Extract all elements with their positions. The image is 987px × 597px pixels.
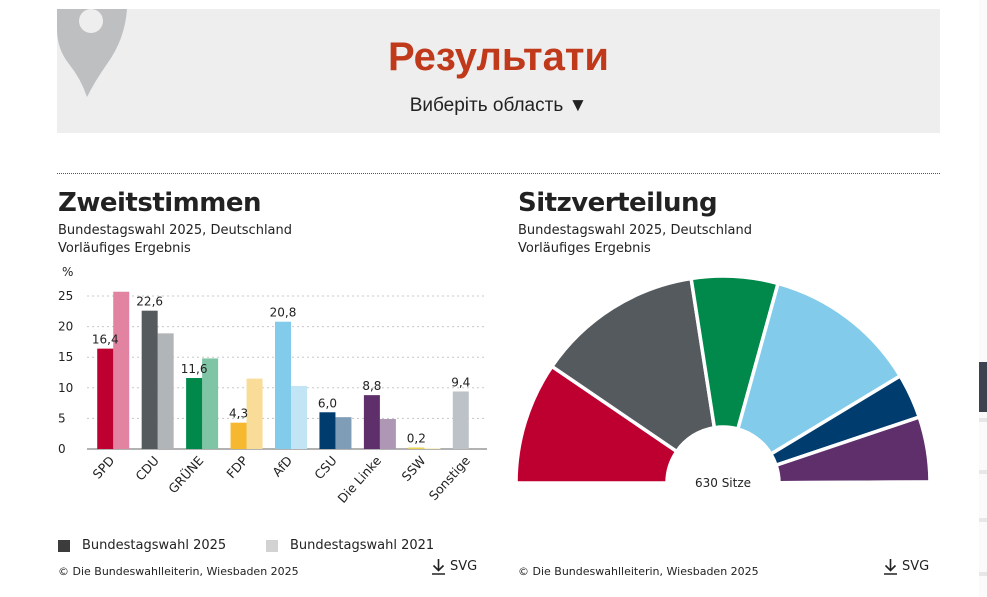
- sitzverteilung-semicircle-chart: 630 Sitze: [514, 274, 932, 490]
- zweitstimmen-svg-download-button[interactable]: SVG: [431, 558, 477, 575]
- legend-swatch-2025: [58, 539, 70, 552]
- zweitstimmen-subtitle-line2: Vorläufiges Ergebnis: [58, 241, 191, 256]
- x-tick-label-Sonstige: Sonstige: [426, 453, 473, 503]
- y-tick-label: 10: [58, 381, 73, 395]
- data-label-FDP: 4,3: [229, 407, 248, 421]
- data-label-SPD: 16,4: [92, 333, 119, 347]
- bar-2025-AfD[interactable]: [275, 321, 291, 449]
- sitzverteilung-subtitle: Bundestagswahl 2025, Deutschland Vorläuf…: [518, 222, 752, 258]
- y-axis-unit-label: %: [62, 265, 73, 279]
- page-title: Результати: [387, 35, 610, 79]
- x-tick-label-FDP: FDP: [223, 453, 251, 481]
- y-tick-label: 20: [58, 320, 73, 334]
- side-rail-divider: [979, 418, 987, 422]
- seat-slice-SPD[interactable]: [514, 363, 680, 485]
- bar-2021-CDU[interactable]: [157, 333, 174, 449]
- bar-2021-SPD[interactable]: [113, 291, 130, 449]
- sitzverteilung-svg-download-label: SVG: [902, 559, 930, 574]
- zweitstimmen-svg-download-label: SVG: [450, 559, 478, 574]
- data-label-CSU: 6,0: [318, 396, 337, 410]
- legend-item-2025: Bundestagswahl 2025: [58, 538, 226, 553]
- legend-swatch-2021: [266, 539, 278, 552]
- bar-2025-SSW[interactable]: [408, 447, 425, 450]
- data-label-Sonstige: 9,4: [451, 375, 470, 389]
- x-tick-label-Die Linke: Die Linke: [334, 453, 384, 506]
- side-rail-divider: [979, 572, 987, 576]
- data-label-CDU: 22,6: [136, 295, 163, 309]
- sitzverteilung-title: Sitzverteilung: [518, 188, 718, 218]
- y-tick-label: 15: [58, 350, 73, 364]
- bar-2025-GRÜNE[interactable]: [186, 378, 203, 449]
- zweitstimmen-title: Zweitstimmen: [58, 188, 262, 218]
- zweitstimmen-subtitle: Bundestagswahl 2025, Deutschland Vorläuf…: [58, 222, 292, 258]
- zweitstimmen-credit: © Die Bundeswahlleiterin, Wiesbaden 2025: [58, 565, 299, 578]
- seat-slice-SSW[interactable]: [777, 480, 932, 485]
- sitzverteilung-credit: © Die Bundeswahlleiterin, Wiesbaden 2025: [518, 565, 759, 578]
- data-label-AfD: 20,8: [270, 306, 297, 320]
- x-tick-label-CDU: CDU: [132, 453, 162, 483]
- legend-label-2025: Bundestagswahl 2025: [82, 538, 227, 553]
- sitzverteilung-svg-download-button[interactable]: SVG: [883, 558, 929, 575]
- x-tick-label-CSU: CSU: [311, 453, 339, 482]
- y-tick-label: 5: [58, 411, 66, 425]
- data-label-GRÜNE: 11,6: [181, 362, 208, 376]
- side-scroll-thumb[interactable]: [979, 362, 987, 412]
- zweitstimmen-bar-chart: % 0 5 10 15 20 25 16,4 SPD 22,6 CDU 11,6 GRÜNE 4,3 FDP…: [58, 265, 487, 506]
- region-select-dropdown[interactable]: Виберіть область ▼: [409, 95, 588, 116]
- x-tick-label-AfD: AfD: [269, 453, 295, 479]
- bar-2025-Sonstige[interactable]: [452, 391, 469, 449]
- sitzverteilung-subtitle-line1: Bundestagswahl 2025, Deutschland: [518, 223, 753, 238]
- seat-slice-AfD[interactable]: [735, 281, 903, 457]
- header-panel: Результати Виберіть область ▼: [57, 9, 940, 133]
- x-tick-label-GRÜNE: GRÜNE: [164, 452, 206, 496]
- side-rail-divider: [979, 518, 987, 522]
- bar-2021-AfD[interactable]: [291, 385, 307, 449]
- download-icon: [432, 559, 445, 575]
- bar-2025-CDU[interactable]: [141, 310, 158, 449]
- bar-2025-SPD[interactable]: [97, 348, 114, 449]
- bar-2025-FDP[interactable]: [230, 422, 247, 449]
- side-scroll-rail[interactable]: [979, 0, 987, 597]
- download-icon: [884, 559, 897, 575]
- seat-total-label: 630 Sitze: [695, 476, 751, 490]
- y-tick-label: 25: [58, 289, 73, 303]
- data-label-Die Linke: 8,8: [362, 379, 381, 393]
- x-tick-label-SPD: SPD: [90, 453, 118, 482]
- zweitstimmen-subtitle-line1: Bundestagswahl 2025, Deutschland: [58, 223, 293, 238]
- seat-slice-CDU[interactable]: [549, 276, 717, 454]
- bar-2021-FDP[interactable]: [246, 378, 263, 449]
- map-pin-icon: [57, 9, 127, 97]
- data-label-SSW: 0,2: [407, 432, 426, 446]
- bar-2021-Die Linke[interactable]: [379, 419, 396, 449]
- bar-2021-SSW[interactable]: [424, 448, 441, 449]
- sitzverteilung-subtitle-line2: Vorläufiges Ergebnis: [518, 241, 651, 256]
- side-rail-divider: [979, 470, 987, 474]
- x-tick-label-SSW: SSW: [399, 453, 429, 484]
- bar-2021-GRÜNE[interactable]: [202, 358, 219, 449]
- section-divider: [57, 173, 940, 174]
- bar-2021-CSU[interactable]: [335, 417, 352, 449]
- y-tick-label: 0: [58, 442, 66, 456]
- bar-2025-Die Linke[interactable]: [363, 395, 380, 449]
- legend-item-2021: Bundestagswahl 2021: [266, 538, 434, 553]
- legend-label-2021: Bundestagswahl 2021: [290, 538, 435, 553]
- bar-2025-CSU[interactable]: [319, 412, 336, 449]
